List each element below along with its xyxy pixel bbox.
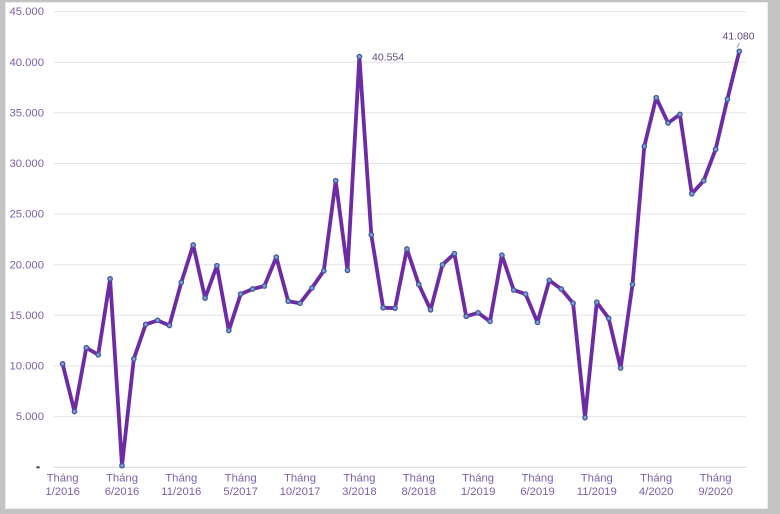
svg-text:Tháng: Tháng xyxy=(581,472,613,484)
svg-text:Tháng: Tháng xyxy=(700,472,732,484)
svg-text:25.000: 25.000 xyxy=(9,209,44,221)
svg-text:41.080: 41.080 xyxy=(723,31,755,43)
svg-text:30.000: 30.000 xyxy=(9,158,44,170)
svg-text:6/2019: 6/2019 xyxy=(520,486,555,498)
svg-text:Tháng: Tháng xyxy=(462,472,494,484)
svg-text:Tháng: Tháng xyxy=(640,472,672,484)
svg-text:4/2020: 4/2020 xyxy=(639,486,674,498)
svg-text:Tháng: Tháng xyxy=(106,472,138,484)
svg-text:Tháng: Tháng xyxy=(47,472,79,484)
svg-text:3/2018: 3/2018 xyxy=(342,486,377,498)
svg-text:6/2016: 6/2016 xyxy=(105,486,140,498)
svg-text:5.000: 5.000 xyxy=(16,411,44,423)
svg-text:35.000: 35.000 xyxy=(9,107,44,119)
svg-text:40.000: 40.000 xyxy=(9,57,44,69)
svg-text:5/2017: 5/2017 xyxy=(223,486,258,498)
svg-text:Tháng: Tháng xyxy=(284,472,316,484)
svg-text:Tháng: Tháng xyxy=(225,472,257,484)
svg-text:9/2020: 9/2020 xyxy=(698,486,733,498)
svg-text:45.000: 45.000 xyxy=(9,6,44,18)
svg-text:20.000: 20.000 xyxy=(9,259,44,271)
svg-text:Tháng: Tháng xyxy=(403,472,435,484)
svg-text:10/2017: 10/2017 xyxy=(280,486,321,498)
svg-text:8/2018: 8/2018 xyxy=(402,486,437,498)
svg-text:Tháng: Tháng xyxy=(165,472,197,484)
svg-text:15.000: 15.000 xyxy=(9,310,44,322)
svg-text:40.554: 40.554 xyxy=(372,52,404,64)
svg-text:11/2016: 11/2016 xyxy=(161,486,201,498)
svg-text:10.000: 10.000 xyxy=(9,361,44,373)
svg-text:Tháng: Tháng xyxy=(343,472,375,484)
svg-text:11/2019: 11/2019 xyxy=(577,486,617,498)
svg-text:1/2016: 1/2016 xyxy=(45,486,80,498)
svg-text:1/2019: 1/2019 xyxy=(461,486,496,498)
svg-text:Tháng: Tháng xyxy=(521,472,553,484)
